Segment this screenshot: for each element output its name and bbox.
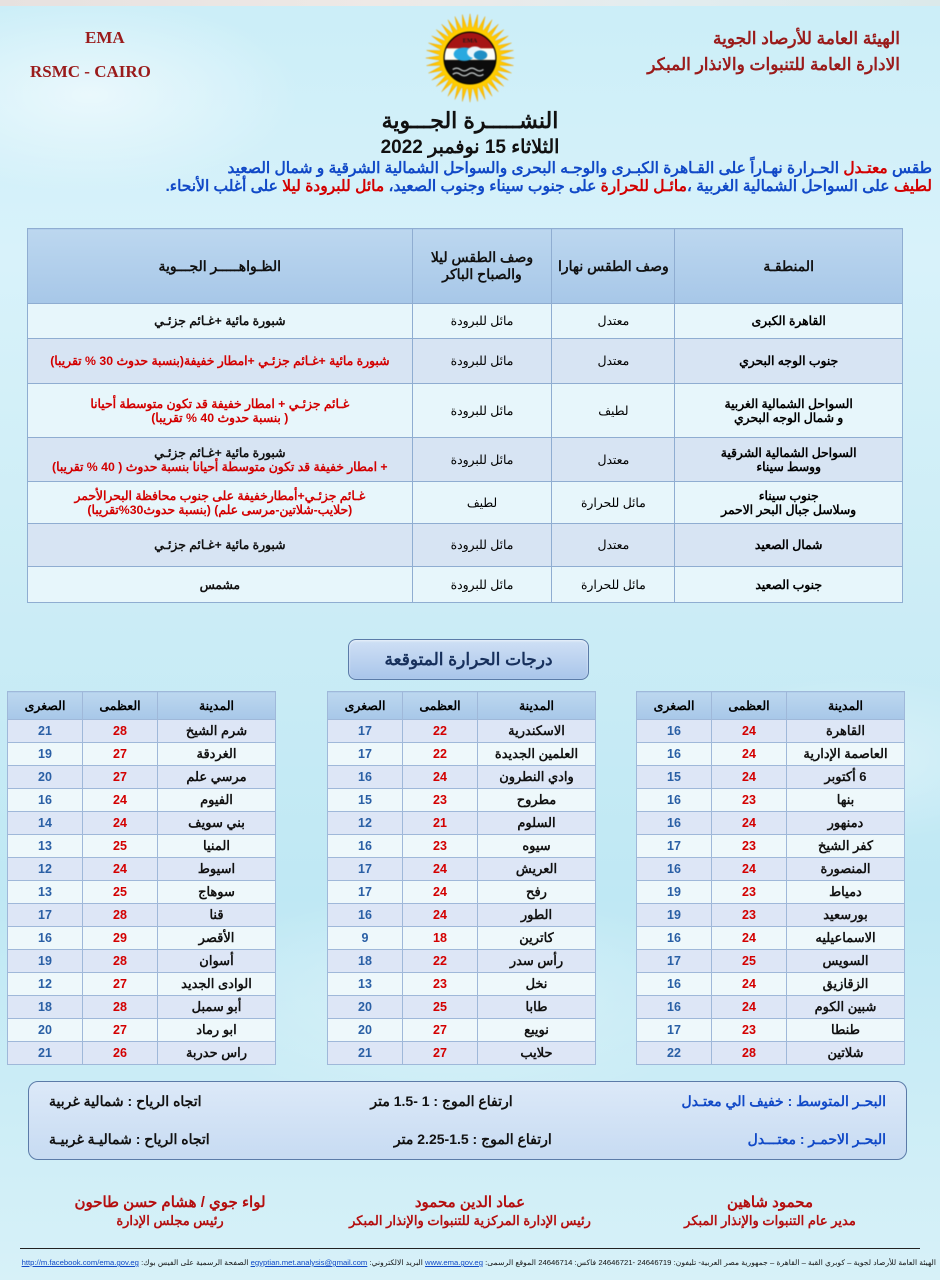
- svg-text:EMA: EMA: [463, 38, 478, 45]
